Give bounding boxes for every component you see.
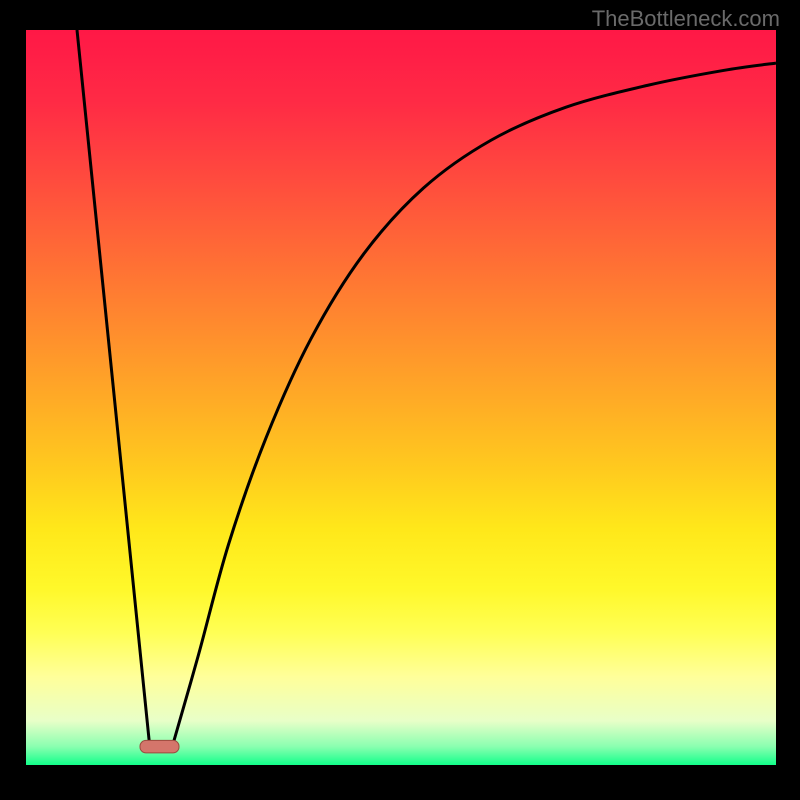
right-ascent-curve <box>172 63 776 747</box>
chart-plot-area <box>26 30 776 765</box>
left-descent-line <box>77 30 150 747</box>
curve-overlay <box>26 30 776 765</box>
minimum-marker <box>140 740 179 752</box>
watermark-text: TheBottleneck.com <box>592 6 780 32</box>
